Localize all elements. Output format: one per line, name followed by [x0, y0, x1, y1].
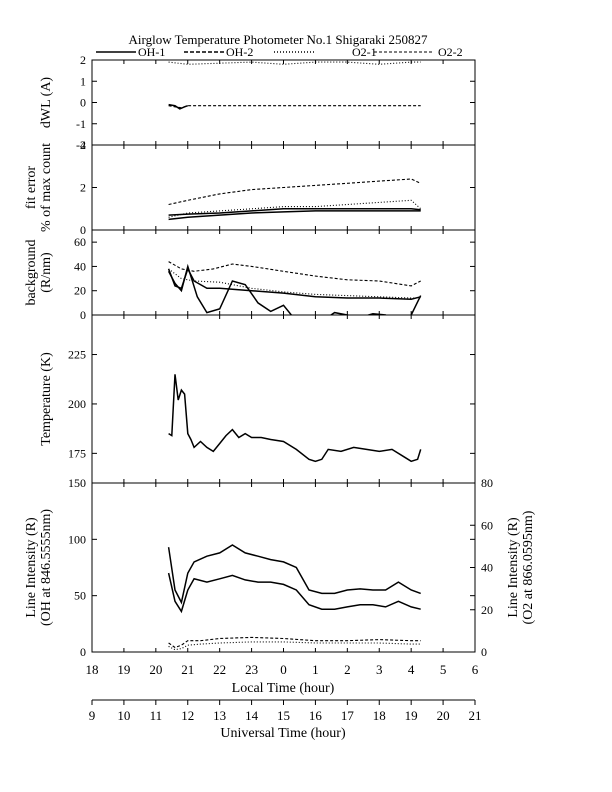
fit-error-ytick-label: 2 [80, 181, 86, 195]
ut-tick-label: 11 [150, 708, 163, 723]
temperature-ytick-label: 175 [68, 446, 86, 460]
local-time-tick-label: 22 [213, 662, 226, 677]
dwl-ytick-label: 2 [80, 53, 86, 67]
ut-tick-label: 21 [469, 708, 482, 723]
line-intensity-series-oh-2-upper- [169, 466, 421, 483]
legend: OH-1 OH-2 O2-1 O2-2 [96, 45, 463, 59]
line-intensity-ytick-right-label: 20 [481, 603, 493, 617]
line-intensity-ytick-right-label: 60 [481, 518, 493, 532]
fit-error-ytick-label: 4 [80, 138, 86, 152]
legend-label-o2-1: O2-1 [352, 45, 377, 59]
line-intensity-series-o2-1 [169, 642, 421, 650]
background-series-o2-2 [169, 262, 421, 286]
line-intensity-ytick-right-label: 40 [481, 561, 493, 575]
legend-label-o2-2: O2-2 [438, 45, 463, 59]
local-time-tick-label: 0 [280, 662, 287, 677]
line-intensity-ytick-label: 100 [68, 532, 86, 546]
dwl-series-oh-1 [169, 105, 188, 109]
chart: Airglow Temperature Photometer No.1 Shig… [0, 0, 612, 792]
local-time-label: Local Time (hour) [232, 681, 335, 696]
background-ytick-label: 20 [74, 284, 86, 298]
local-time-tick-label: 1 [312, 662, 319, 677]
dwl-series-oh-2 [169, 106, 421, 108]
local-time-tick-label: 19 [117, 662, 130, 677]
background-series-oh-2 [169, 269, 421, 299]
temperature-ytick-label: 200 [68, 397, 86, 411]
universal-time-label: Universal Time (hour) [220, 726, 346, 741]
temperature-ylabel: Temperature (K) [39, 352, 54, 446]
background-ylabel: background [24, 239, 39, 305]
ut-tick-label: 14 [245, 708, 259, 723]
ut-tick-label: 12 [181, 708, 194, 723]
temperature-series-oh [169, 374, 421, 461]
line-intensity-ytick-label: 150 [68, 476, 86, 490]
dwl-series-o2-1 [169, 62, 421, 64]
line-intensity-series-oh-1 [169, 573, 421, 611]
line-intensity-ytick-right-label: 0 [481, 645, 487, 659]
dwl-frame [92, 60, 475, 145]
background-series-oh-1 [169, 266, 421, 333]
line-intensity-ytick-label: 0 [80, 645, 86, 659]
line-intensity-ytick-right-label: 80 [481, 476, 493, 490]
local-time-tick-label: 23 [245, 662, 258, 677]
dwl-ylabel: dWL (A) [39, 77, 54, 129]
local-time-tick-label: 3 [376, 662, 383, 677]
ut-tick-label: 15 [277, 708, 290, 723]
legend-label-oh-2: OH-2 [226, 45, 253, 59]
ut-tick-label: 9 [89, 708, 96, 723]
line-intensity-ytick-label: 50 [74, 589, 86, 603]
line-intensity-series-oh-2 [169, 545, 421, 602]
local-time-tick-label: 21 [181, 662, 194, 677]
background-ylabel: (R/nm) [39, 252, 54, 293]
line-intensity-frame [92, 483, 475, 652]
line-intensity-ylabel: Line Intensity (R) [24, 517, 39, 618]
dwl-ytick-label: -1 [76, 117, 86, 131]
fit-error-series-o2-2 [169, 179, 421, 205]
panel-temperature: 175 200 225 Temperature (K) [39, 315, 475, 483]
ut-tick-label: 20 [437, 708, 450, 723]
fit-error-ylabel: fit error [24, 166, 39, 209]
local-time-tick-label: 5 [440, 662, 447, 677]
ut-tick-label: 18 [373, 708, 386, 723]
dwl-ytick-label: 0 [80, 96, 86, 110]
background-ytick-label: 60 [74, 235, 86, 249]
background-ytick-label: 40 [74, 259, 86, 273]
ut-tick-label: 19 [405, 708, 418, 723]
line-intensity-ylabel: (OH at 846.5555nm) [39, 509, 54, 626]
fit-error-series-oh-1 [169, 211, 421, 220]
local-time-tick-label: 4 [408, 662, 415, 677]
ut-tick-label: 10 [117, 708, 130, 723]
legend-label-oh-1: OH-1 [138, 45, 165, 59]
chart-title: Airglow Temperature Photometer No.1 Shig… [129, 32, 429, 47]
temperature-ytick-label: 225 [68, 348, 86, 362]
fit-error-ylabel: % of max count [39, 143, 54, 232]
line-intensity-ylabel-right: Line Intensity (R) [506, 517, 521, 618]
line-intensity-ylabel-right: (O2 at 866.0595nm) [521, 510, 536, 624]
line-intensity-series-o2-2 [169, 637, 421, 647]
local-time-tick-label: 20 [149, 662, 162, 677]
ut-tick-label: 17 [341, 708, 355, 723]
ut-tick-label: 13 [213, 708, 226, 723]
local-time-tick-label: 2 [344, 662, 351, 677]
background-series-o2-1 [169, 269, 421, 298]
local-time-tick-label: 18 [86, 662, 99, 677]
background-ytick-label: 0 [80, 308, 86, 322]
ut-tick-label: 16 [309, 708, 323, 723]
local-time-tick-label: 6 [472, 662, 479, 677]
dwl-ytick-label: 1 [80, 74, 86, 88]
